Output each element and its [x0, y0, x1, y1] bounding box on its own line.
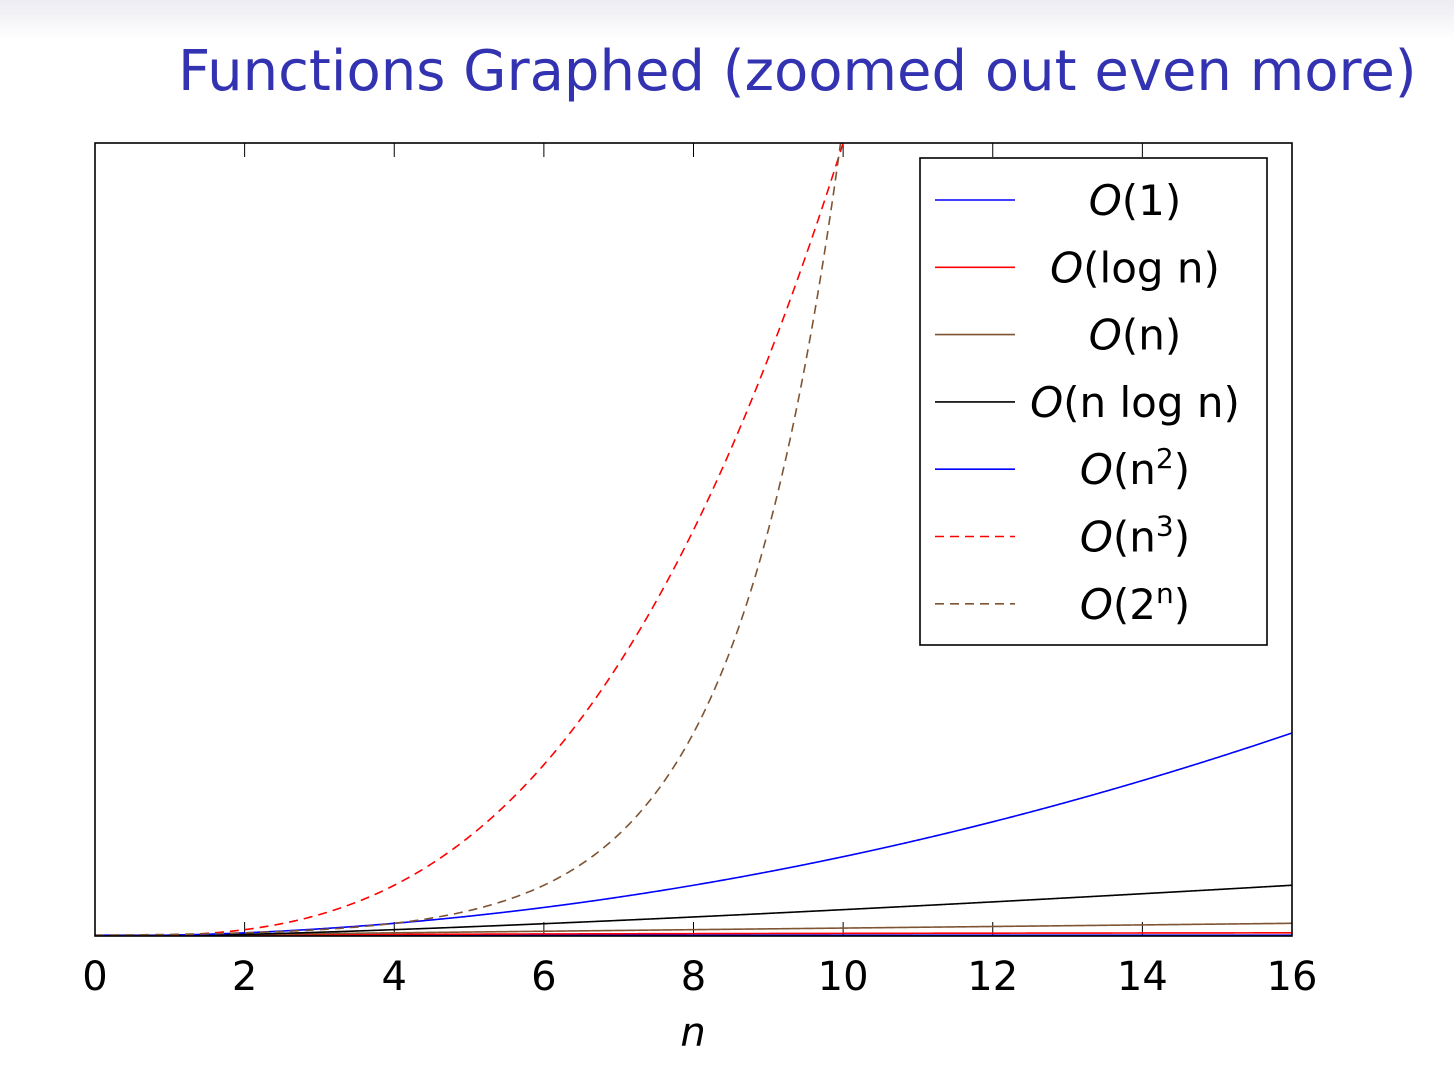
x-tick-label: 12	[967, 954, 1018, 1000]
x-tick-label: 4	[382, 954, 407, 1000]
legend-label: O(n2)	[1080, 442, 1190, 494]
legend: O(1) O(log n) O(n) O(n log n) O(n2) O(n3) O(2n…	[919, 157, 1268, 646]
legend-label: O(log n)	[1050, 243, 1220, 292]
x-tick-labels: 0 2 4 6 8 10 12 14 16	[82, 954, 1317, 1000]
series-line-5	[95, 143, 844, 936]
legend-label: O(n log n)	[1030, 378, 1240, 427]
slide-title: Functions Graphed (zoomed out even more)	[178, 39, 1417, 104]
x-tick-label: 14	[1117, 954, 1168, 1000]
plot-frame	[94, 142, 1293, 937]
header-band	[0, 0, 1454, 40]
x-tick-label: 0	[82, 954, 107, 1000]
legend-box	[919, 157, 1268, 646]
legend-label: O(n3)	[1080, 510, 1190, 562]
series-line-1	[132, 932, 1292, 936]
series-line-3	[95, 884, 1292, 936]
legend-label: O(n)	[1089, 311, 1181, 360]
x-tick-label: 6	[531, 954, 556, 1000]
x-tick-label: 8	[681, 954, 706, 1000]
x-tick-label: 2	[232, 954, 257, 1000]
x-axis-label: n	[680, 1010, 705, 1056]
x-tick-label: 16	[1267, 954, 1318, 1000]
series-line-2	[95, 922, 1292, 936]
legend-label: O(2n)	[1080, 577, 1190, 629]
legend-label: O(1)	[1089, 176, 1182, 225]
x-tick-label: 10	[818, 954, 869, 1000]
series-line-6	[95, 143, 842, 936]
